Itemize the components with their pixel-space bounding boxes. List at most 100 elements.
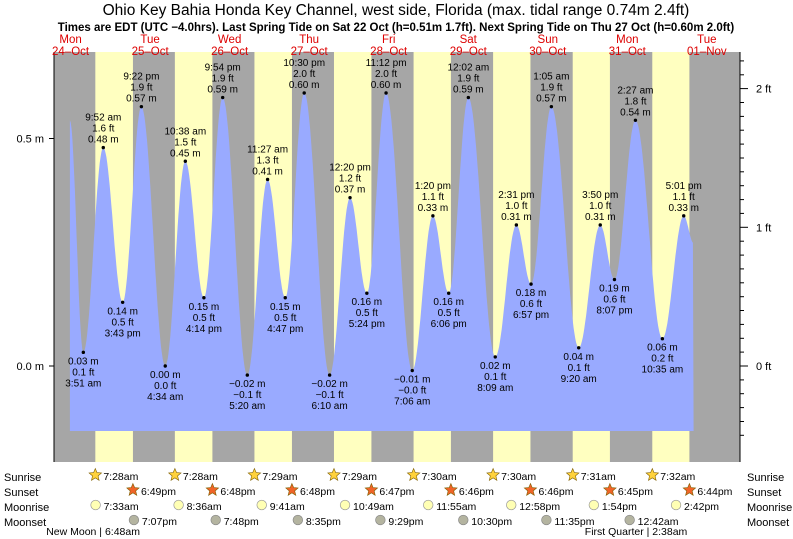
low-tide-point xyxy=(365,291,369,295)
low-tide-time: 4:34 am xyxy=(147,392,183,403)
low-tide-feet: −0.0 ft xyxy=(398,386,426,397)
low-tide-time: 4:14 pm xyxy=(186,324,222,335)
low-tide-time: 3:51 am xyxy=(65,378,101,389)
astronomy-rows: Sunrise Sunset Moonrise Moonset Sunrise … xyxy=(4,467,792,538)
low-tide-feet: 0.6 ft xyxy=(603,295,625,306)
sunrise-icon xyxy=(167,467,182,481)
high-tide-point xyxy=(431,214,435,218)
low-tide-point xyxy=(446,291,451,295)
moon-phase-label: New Moon | 6:48am xyxy=(46,526,140,538)
high-tide-feet: 1.5 ft xyxy=(174,137,196,148)
moonrise-time: 2:42pm xyxy=(684,501,719,513)
high-tide-time: 9:54 pm xyxy=(205,63,241,74)
moonset-time: 10:30pm xyxy=(471,516,512,528)
moonset-icon xyxy=(624,514,635,526)
low-tide-point xyxy=(493,355,497,359)
low-tide-metres: 0.02 m xyxy=(480,361,511,372)
sunrise-time: 7:30am xyxy=(422,471,457,483)
low-tide-time: 8:07 pm xyxy=(596,306,632,317)
high-tide-metres: 0.33 m xyxy=(418,203,449,214)
high-tide-point xyxy=(348,195,352,200)
high-tide-feet: 1.9 ft xyxy=(540,83,562,94)
low-tide-point xyxy=(81,350,86,355)
day-of-week-label: Mon xyxy=(616,34,638,46)
high-tide-metres: 0.54 m xyxy=(620,107,651,118)
moonset-time: 12:42am xyxy=(638,516,679,528)
sunset-icon xyxy=(682,482,697,496)
moonrise-icon xyxy=(506,499,517,511)
high-tide-time: 10:30 pm xyxy=(283,58,325,69)
high-tide-feet: 2.0 ft xyxy=(293,69,315,80)
day-of-week-label: Sun xyxy=(538,34,558,46)
tide-area xyxy=(69,93,694,431)
tide-curve xyxy=(69,93,694,431)
low-tide-feet: −0.1 ft xyxy=(316,390,344,401)
high-tide-point xyxy=(598,223,602,227)
high-tide-point xyxy=(384,91,388,95)
low-tide-time: 8:09 am xyxy=(477,383,513,394)
date-label: 30–Oct xyxy=(529,46,567,58)
sunset-icon xyxy=(205,482,220,496)
low-tide-point xyxy=(163,364,167,368)
row-label-moonrise-right: Moonrise xyxy=(747,502,792,514)
row-label-moonset-left: Moonset xyxy=(4,517,46,529)
sunset-time: 6:46pm xyxy=(538,486,573,498)
low-tide-time: 3:43 pm xyxy=(105,328,141,339)
low-tide-point xyxy=(283,296,287,300)
moonrise-icon xyxy=(256,499,267,511)
low-tide-metres: 0.15 m xyxy=(270,302,301,313)
date-label: 01–Nov xyxy=(687,46,727,58)
low-tide-time: 4:47 pm xyxy=(267,324,303,335)
high-tide-point xyxy=(265,177,270,182)
high-tide-metres: 0.57 m xyxy=(126,94,157,105)
axes: 0.0 m 0.5 m 0 ft 1 ft 2 ft xyxy=(16,52,771,462)
high-tide-feet: 1.1 ft xyxy=(673,192,695,203)
low-tide-point xyxy=(327,373,332,377)
high-tide-metres: 0.60 m xyxy=(289,80,320,91)
low-tide-metres: 0.03 m xyxy=(68,356,99,367)
low-tide-metres: −0.02 m xyxy=(229,379,265,390)
high-tide-point xyxy=(514,223,519,227)
high-tide-point xyxy=(302,91,306,95)
sunset-time: 6:48pm xyxy=(300,486,335,498)
moonset-time: 11:35pm xyxy=(554,516,594,528)
high-tide-feet: 1.0 ft xyxy=(505,201,527,212)
sunset-time: 6:49pm xyxy=(141,486,176,498)
high-tide-point xyxy=(466,95,471,100)
high-tide-time: 2:31 pm xyxy=(498,190,534,201)
moonset-icon xyxy=(541,514,552,526)
high-tide-time: 10:38 am xyxy=(164,126,206,137)
low-tide-metres: 0.16 m xyxy=(352,297,383,308)
date-label: 31–Oct xyxy=(609,46,647,58)
low-tide-point xyxy=(120,300,125,304)
high-tide-point xyxy=(682,214,686,218)
low-tide-time: 6:57 pm xyxy=(513,310,549,321)
date-label: 25–Oct xyxy=(132,46,170,58)
low-tide-metres: 0.06 m xyxy=(647,343,678,354)
day-of-week-label: Tue xyxy=(697,34,716,46)
low-tide-feet: 0.1 ft xyxy=(72,367,94,378)
high-tide-metres: 0.57 m xyxy=(536,94,567,105)
sunrise-icon xyxy=(247,467,262,481)
moonrise-time: 10:49am xyxy=(353,501,394,513)
low-tide-metres: 0.14 m xyxy=(107,306,138,317)
high-tide-time: 9:52 am xyxy=(85,113,121,124)
low-tide-feet: 0.5 ft xyxy=(274,313,296,324)
low-tide-metres: 0.18 m xyxy=(516,288,547,299)
left-axis-label: 0.5 m xyxy=(16,134,44,146)
high-tide-feet: 2.0 ft xyxy=(375,69,397,80)
high-tide-time: 2:27 am xyxy=(617,85,653,96)
date-label: 29–Oct xyxy=(450,46,488,58)
sunrise-time: 7:29am xyxy=(262,471,297,483)
moonset-time: 9:29pm xyxy=(388,516,423,528)
low-tide-point xyxy=(577,346,581,350)
sunset-time: 6:46pm xyxy=(459,486,494,498)
moonrise-time: 1:54pm xyxy=(602,501,637,513)
high-tide-metres: 0.37 m xyxy=(335,185,366,196)
low-tide-time: 6:06 pm xyxy=(431,319,467,330)
high-tide-metres: 0.60 m xyxy=(371,80,402,91)
high-tide-metres: 0.59 m xyxy=(207,85,238,96)
moonset-icon xyxy=(375,514,386,526)
date-label: 28–Oct xyxy=(370,46,408,58)
